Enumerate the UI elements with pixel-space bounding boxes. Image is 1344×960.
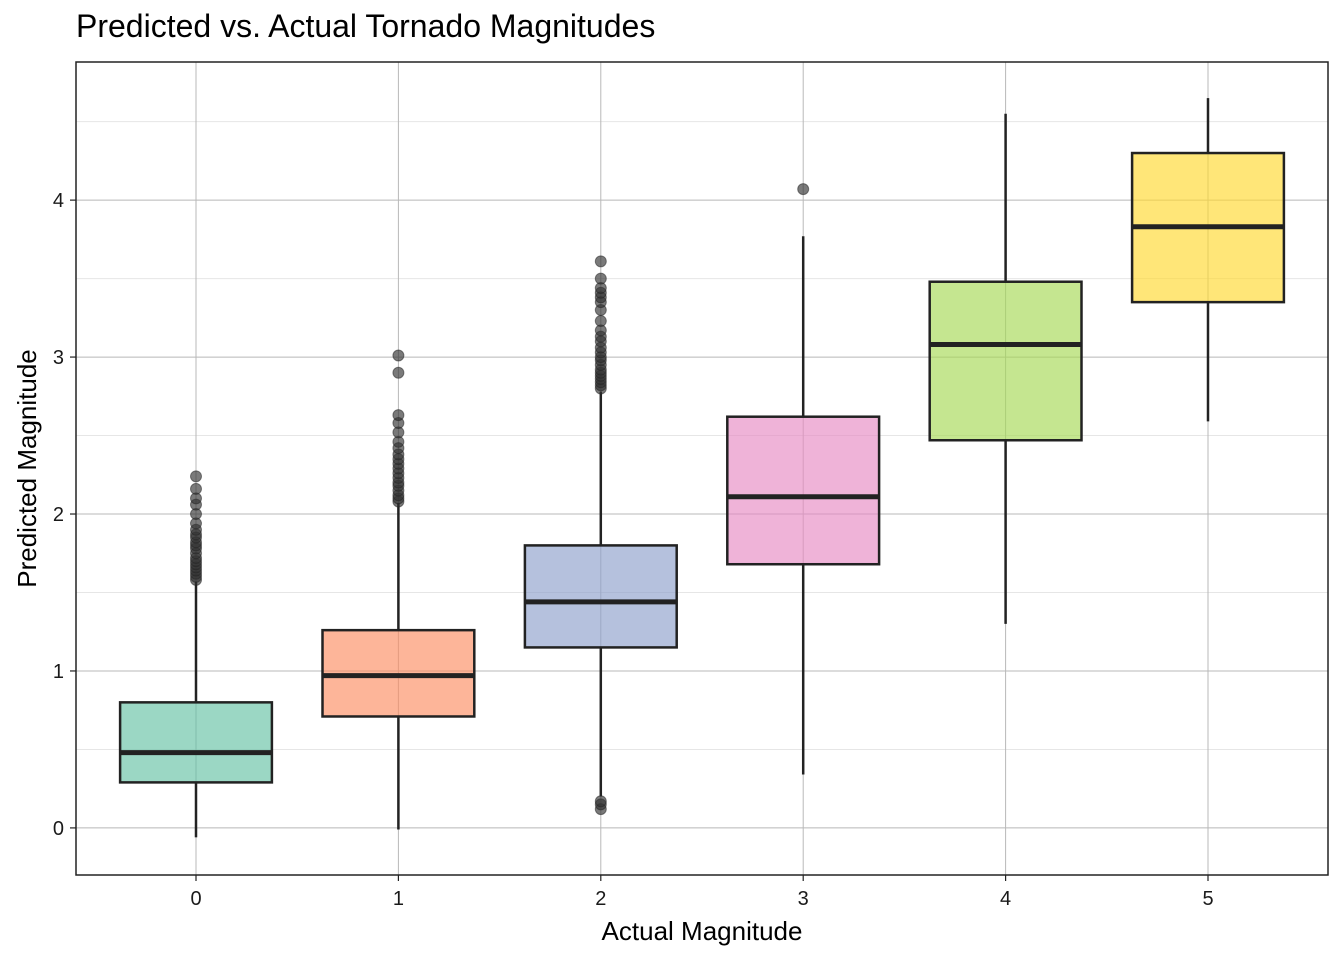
- outlier-point: [594, 255, 607, 268]
- box-4: [928, 113, 1083, 624]
- outlier-point: [392, 349, 405, 362]
- outlier-point: [797, 183, 810, 196]
- x-tick-label: 2: [595, 888, 606, 910]
- box-1: [321, 349, 476, 830]
- outlier-point: [594, 314, 607, 327]
- axes: 0 1 2 3 4 0 1 2 3 4 5: [53, 190, 1214, 910]
- outlier-point: [392, 409, 405, 422]
- x-tick-label: 5: [1202, 888, 1213, 910]
- outlier-point: [594, 272, 607, 285]
- y-tick-label: 2: [53, 504, 64, 526]
- outlier-point: [190, 470, 202, 483]
- boxes: [118, 98, 1286, 838]
- x-tick-label: 1: [393, 888, 404, 910]
- box-0: [118, 470, 274, 838]
- plot-frame: [75, 61, 1329, 876]
- box-2: [523, 255, 678, 816]
- outlier-point: [190, 482, 202, 495]
- y-axis-title: Predicted Magnitude: [12, 349, 42, 587]
- x-tick-label: 3: [798, 888, 809, 910]
- outlier-point: [392, 366, 405, 379]
- y-tick-label: 4: [53, 190, 64, 212]
- x-axis-title: Actual Magnitude: [602, 916, 803, 946]
- x-tick-label: 4: [1000, 888, 1011, 910]
- y-tick-label: 1: [53, 661, 64, 683]
- box-body: [726, 415, 881, 566]
- outlier-point: [594, 795, 607, 808]
- y-tick-label: 0: [53, 818, 64, 840]
- box-body: [118, 701, 274, 784]
- box-5: [1130, 98, 1286, 422]
- box-body: [928, 280, 1083, 442]
- y-tick-label: 3: [53, 347, 64, 369]
- box-body: [523, 544, 678, 649]
- chart-title: Predicted vs. Actual Tornado Magnitudes: [76, 8, 656, 44]
- x-tick-label: 0: [190, 888, 201, 910]
- box-3: [726, 183, 881, 775]
